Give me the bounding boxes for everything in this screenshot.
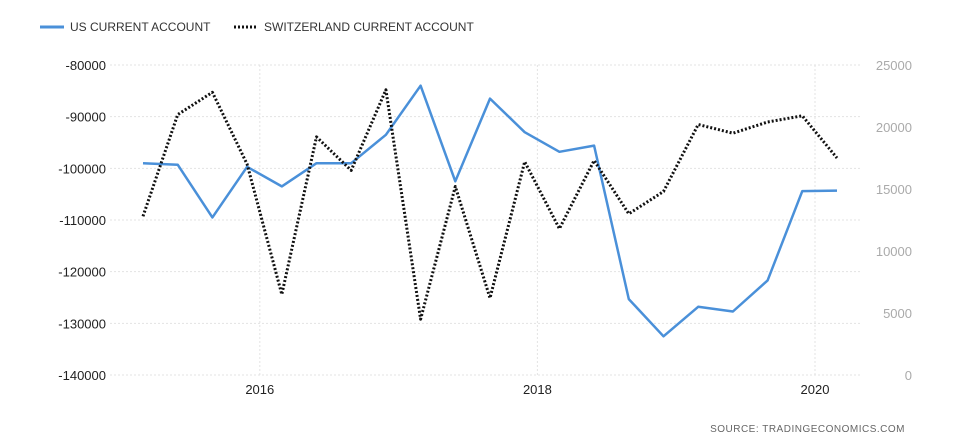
right-tick-label: 10000 xyxy=(876,244,912,259)
series-line-us xyxy=(142,84,838,338)
left-tick-label: -90000 xyxy=(66,110,106,125)
right-tick-label: 15000 xyxy=(876,182,912,197)
x-axis-ticks: 2016 2018 2020 xyxy=(245,382,829,397)
left-tick-label: -100000 xyxy=(58,161,106,176)
left-tick-label: -80000 xyxy=(66,58,106,73)
left-axis-ticks: -80000 -90000 -100000 -110000 -120000 -130000… xyxy=(58,58,106,383)
series-line-switzerland xyxy=(141,88,839,321)
legend: US CURRENT ACCOUNT SWITZERLAND CURRENT A… xyxy=(40,20,474,34)
right-tick-label: 25000 xyxy=(876,58,912,73)
x-tick-label: 2016 xyxy=(245,382,274,397)
left-tick-label: -110000 xyxy=(59,213,106,228)
grid xyxy=(110,64,860,376)
right-tick-label: 5000 xyxy=(883,306,912,321)
right-tick-label: 20000 xyxy=(876,120,912,135)
left-tick-label: -120000 xyxy=(58,265,106,280)
series-lines xyxy=(141,84,839,338)
legend-label-us: US CURRENT ACCOUNT xyxy=(70,20,211,34)
source-label: SOURCE: TRADINGECONOMICS.COM xyxy=(710,424,905,435)
right-axis-ticks: 25000 20000 15000 10000 5000 0 xyxy=(876,58,912,383)
legend-label-switzerland: SWITZERLAND CURRENT ACCOUNT xyxy=(264,20,474,34)
x-tick-label: 2020 xyxy=(801,382,830,397)
x-tick-label: 2018 xyxy=(523,382,552,397)
left-tick-label: -140000 xyxy=(58,368,106,383)
right-tick-label: 0 xyxy=(905,368,912,383)
left-tick-label: -130000 xyxy=(58,316,106,331)
